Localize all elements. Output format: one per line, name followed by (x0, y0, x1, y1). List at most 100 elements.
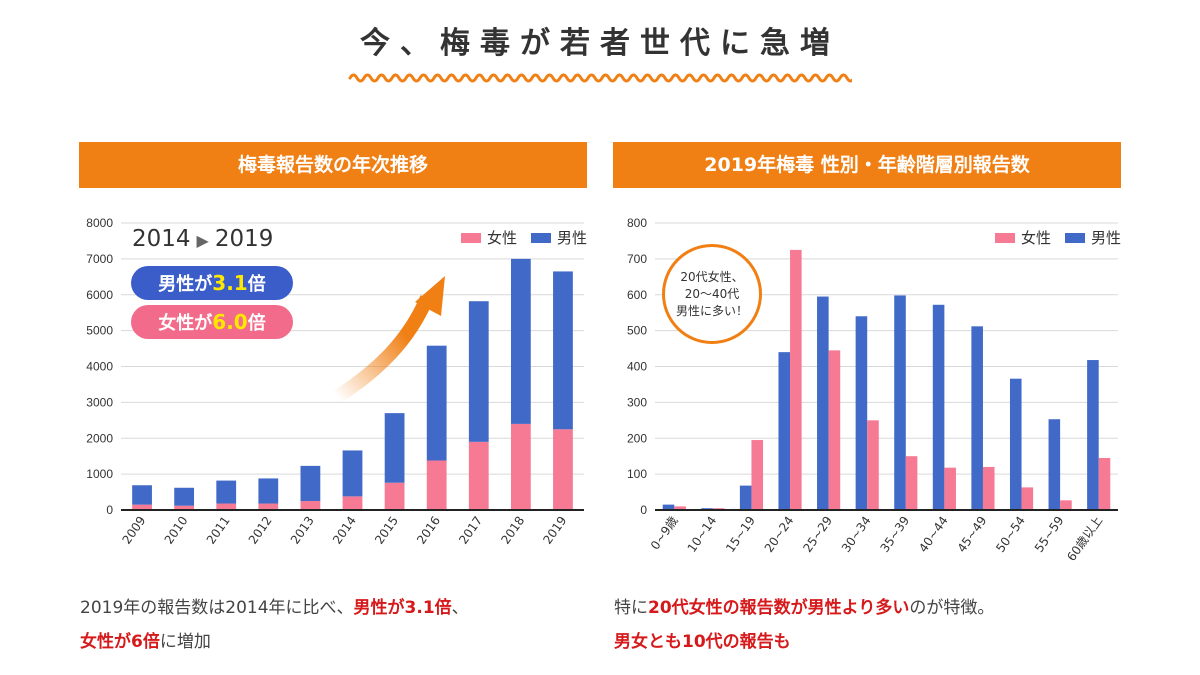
x-tick-label: 2017 (456, 514, 485, 547)
wavy-underline (348, 73, 852, 83)
x-tick-label: 2010 (162, 514, 191, 547)
male-ratio-value: 3.1 (212, 271, 248, 295)
bar-male (971, 326, 983, 510)
caption-text: 、 (451, 598, 469, 618)
bar-male (132, 485, 152, 505)
x-tick-label: 2014 (330, 514, 359, 547)
bar-female (982, 466, 995, 510)
compare-to-year: 2019 (214, 226, 274, 252)
legend-label-male: 男性 (557, 229, 587, 247)
bar-male (1009, 378, 1022, 510)
bar-male (510, 258, 531, 424)
x-tick-label: 55~59 (1032, 514, 1067, 555)
bar-male (1087, 360, 1099, 510)
bar-male (1048, 419, 1061, 510)
bar-female (216, 503, 237, 510)
female-ratio-prefix: 女性が (158, 313, 213, 334)
y-tick-label: 4000 (86, 360, 113, 374)
comparison-label: 2014 ▶ 2019 (132, 226, 273, 252)
y-tick-label: 400 (627, 360, 647, 374)
x-tick-label: 35~39 (877, 514, 912, 555)
x-tick-label: 2012 (246, 514, 275, 547)
legend-swatch-female (995, 233, 1015, 243)
y-tick-label: 0 (640, 503, 647, 517)
y-tick-label: 6000 (86, 288, 113, 302)
bar-male (216, 480, 237, 504)
bar-female (1021, 487, 1034, 510)
caption-text: のが特徴。 (909, 598, 995, 618)
bar-male (258, 478, 279, 504)
y-tick-label: 300 (627, 395, 647, 409)
bar-female (867, 420, 879, 510)
y-tick-label: 2000 (86, 431, 113, 445)
bar-female (132, 504, 152, 510)
bar-male (778, 352, 791, 510)
bar-female (258, 503, 279, 510)
left-caption: 2019年の報告数は2014年に比べ、男性が3.1倍、 女性が6倍に増加 (80, 591, 580, 659)
legend-swatch-male (1065, 233, 1085, 243)
bar-male (817, 296, 829, 510)
right-caption: 特に20代女性の報告数が男性より多いのが特徴。 男女とも10代の報告も (614, 591, 1134, 659)
bar-female (674, 506, 686, 510)
y-tick-label: 5000 (86, 324, 113, 338)
callout-line-3: 男性に多い！ (675, 304, 748, 318)
legend-label-female: 女性 (487, 229, 517, 247)
bar-male (739, 485, 752, 510)
y-tick-label: 500 (627, 324, 647, 338)
bar-male (855, 316, 868, 510)
trend-arrow-shaft (333, 295, 434, 403)
bar-male (662, 504, 675, 510)
bar-female (828, 350, 841, 510)
right-chart-header: 2019年梅毒 性別・年齢階層別報告数 (613, 142, 1121, 188)
legend-swatch-male (531, 233, 551, 243)
bar-female (426, 460, 447, 510)
female-ratio-suffix: 倍 (247, 313, 266, 334)
y-tick-label: 0 (106, 503, 113, 517)
y-tick-label: 1000 (86, 467, 113, 481)
callout-line-1: 20代女性、 (680, 270, 744, 284)
bar-female (1098, 457, 1111, 510)
legend-label-male: 男性 (1091, 229, 1121, 247)
caption-highlight: 20代女性の報告数が男性より多い (648, 598, 910, 618)
page-title: 今、梅毒が若者世代に急増 (360, 26, 840, 61)
bar-female (905, 456, 918, 510)
bar-female (944, 467, 956, 510)
x-tick-label: 2011 (204, 514, 233, 547)
bar-female (384, 482, 405, 510)
y-tick-label: 8000 (86, 216, 113, 230)
bar-male (932, 304, 945, 510)
x-tick-label: 10~14 (685, 514, 720, 555)
male-ratio-badge: 男性が3.1倍 (131, 266, 293, 300)
legend-swatch-female (461, 233, 481, 243)
y-tick-label: 7000 (86, 252, 113, 266)
y-tick-label: 700 (627, 252, 647, 266)
trend-arrow-head-icon (415, 276, 445, 316)
x-tick-label: 2016 (414, 514, 443, 547)
caption-highlight: 男性が3.1倍 (353, 598, 452, 618)
bar-female (342, 496, 363, 510)
x-tick-label: 40~44 (916, 514, 951, 555)
caption-text: 2019年の報告数は2014年に比べ、 (80, 598, 354, 618)
y-tick-label: 600 (627, 288, 647, 302)
x-tick-label: 2018 (498, 514, 527, 547)
bar-male (384, 413, 405, 483)
x-tick-label: 15~19 (723, 514, 758, 555)
x-tick-label: 60歳以上 (1064, 514, 1105, 564)
bar-male (553, 271, 573, 430)
bar-male (894, 295, 906, 510)
legend-label-female: 女性 (1021, 229, 1051, 247)
annual-reports-chart: 0 1000 2000 3000 4000 5000 6000 7000 8000 2009 201… (86, 216, 587, 547)
bar-male (300, 465, 321, 502)
bar-female (751, 440, 764, 510)
bar-male (342, 450, 363, 497)
left-chart-header: 梅毒報告数の年次推移 (79, 142, 587, 188)
bar-male (468, 301, 489, 442)
caption-highlight: 女性が6倍 (80, 632, 160, 652)
bar-male (174, 487, 195, 506)
compare-from-year: 2014 (132, 226, 191, 252)
callout-line-2: 20〜40代 (684, 287, 740, 301)
x-tick-label: 50~54 (993, 514, 1028, 555)
play-arrow-icon: ▶ (196, 231, 209, 250)
x-tick-label: 45~49 (955, 514, 990, 555)
bar-female (553, 429, 573, 510)
